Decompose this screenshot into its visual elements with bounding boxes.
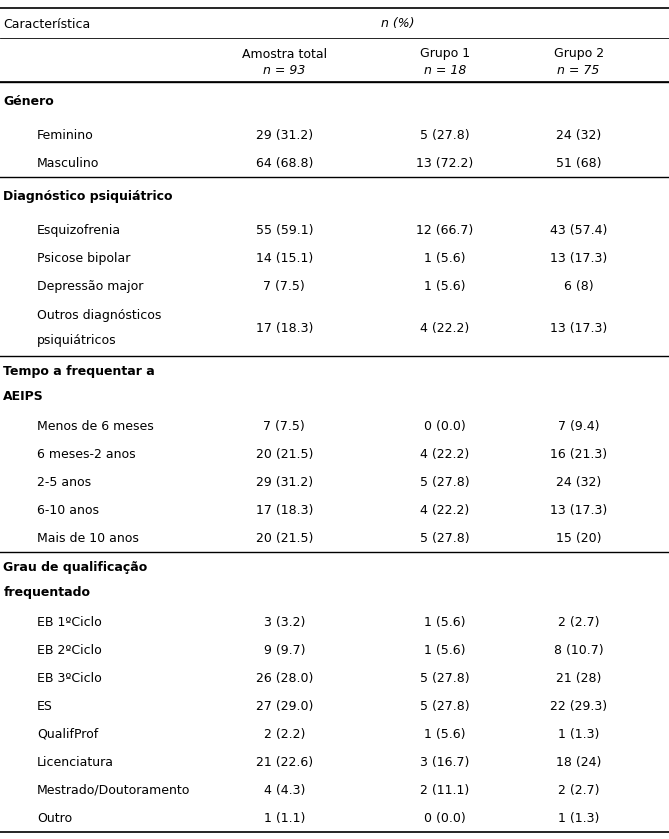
Text: Amostra total: Amostra total: [242, 48, 327, 60]
Text: 4 (22.2): 4 (22.2): [420, 322, 470, 335]
Text: 2 (11.1): 2 (11.1): [420, 784, 470, 796]
Text: 1 (1.1): 1 (1.1): [264, 811, 305, 825]
Text: Feminino: Feminino: [37, 128, 94, 142]
Text: Outros diagnósticos: Outros diagnósticos: [37, 310, 161, 322]
Text: n = 93: n = 93: [263, 64, 306, 76]
Text: 20 (21.5): 20 (21.5): [256, 448, 313, 461]
Text: 1 (5.6): 1 (5.6): [424, 616, 466, 628]
Text: Outro: Outro: [37, 811, 72, 825]
Text: 55 (59.1): 55 (59.1): [256, 224, 313, 237]
Text: Depressão major: Depressão major: [37, 279, 143, 293]
Text: 8 (10.7): 8 (10.7): [554, 644, 603, 657]
Text: 1 (1.3): 1 (1.3): [558, 811, 599, 825]
Text: Esquizofrenia: Esquizofrenia: [37, 224, 121, 237]
Text: EB 2ºCiclo: EB 2ºCiclo: [37, 644, 102, 657]
Text: 64 (68.8): 64 (68.8): [256, 157, 313, 169]
Text: Menos de 6 meses: Menos de 6 meses: [37, 420, 154, 433]
Text: 51 (68): 51 (68): [556, 157, 601, 169]
Text: 3 (16.7): 3 (16.7): [420, 756, 470, 769]
Text: 18 (24): 18 (24): [556, 756, 601, 769]
Text: 27 (29.0): 27 (29.0): [256, 700, 313, 712]
Text: 21 (22.6): 21 (22.6): [256, 756, 313, 769]
Text: 1 (5.6): 1 (5.6): [424, 279, 466, 293]
Text: Tempo a frequentar a: Tempo a frequentar a: [3, 366, 155, 378]
Text: EB 1ºCiclo: EB 1ºCiclo: [37, 616, 102, 628]
Text: 7 (7.5): 7 (7.5): [264, 420, 305, 433]
Text: 6-10 anos: 6-10 anos: [37, 503, 99, 517]
Text: 26 (28.0): 26 (28.0): [256, 671, 313, 685]
Text: 2-5 anos: 2-5 anos: [37, 476, 91, 488]
Text: 29 (31.2): 29 (31.2): [256, 476, 313, 488]
Text: 43 (57.4): 43 (57.4): [550, 224, 607, 237]
Text: 4 (22.2): 4 (22.2): [420, 503, 470, 517]
Text: 17 (18.3): 17 (18.3): [256, 322, 313, 335]
Text: 13 (17.3): 13 (17.3): [550, 252, 607, 265]
Text: 20 (21.5): 20 (21.5): [256, 532, 313, 545]
Text: Mais de 10 anos: Mais de 10 anos: [37, 532, 138, 545]
Text: 24 (32): 24 (32): [556, 476, 601, 488]
Text: 7 (7.5): 7 (7.5): [264, 279, 305, 293]
Text: 15 (20): 15 (20): [556, 532, 601, 545]
Text: 4 (4.3): 4 (4.3): [264, 784, 305, 796]
Text: 5 (27.8): 5 (27.8): [420, 671, 470, 685]
Text: 13 (17.3): 13 (17.3): [550, 503, 607, 517]
Text: n (%): n (%): [381, 18, 415, 30]
Text: Género: Género: [3, 95, 54, 108]
Text: 2 (2.2): 2 (2.2): [264, 727, 305, 741]
Text: Psicose bipolar: Psicose bipolar: [37, 252, 130, 265]
Text: 1 (5.6): 1 (5.6): [424, 727, 466, 741]
Text: psiquiátricos: psiquiátricos: [37, 334, 116, 347]
Text: 24 (32): 24 (32): [556, 128, 601, 142]
Text: 5 (27.8): 5 (27.8): [420, 128, 470, 142]
Text: 14 (15.1): 14 (15.1): [256, 252, 313, 265]
Text: Grau de qualificação: Grau de qualificação: [3, 561, 148, 575]
Text: QualifProf: QualifProf: [37, 727, 98, 741]
Text: AEIPS: AEIPS: [3, 390, 44, 403]
Text: 1 (5.6): 1 (5.6): [424, 252, 466, 265]
Text: n = 18: n = 18: [423, 64, 466, 76]
Text: Característica: Característica: [3, 18, 90, 30]
Text: 6 meses-2 anos: 6 meses-2 anos: [37, 448, 135, 461]
Text: Mestrado/Doutoramento: Mestrado/Doutoramento: [37, 784, 190, 796]
Text: 22 (29.3): 22 (29.3): [550, 700, 607, 712]
Text: EB 3ºCiclo: EB 3ºCiclo: [37, 671, 102, 685]
Text: 7 (9.4): 7 (9.4): [558, 420, 599, 433]
Text: 1 (5.6): 1 (5.6): [424, 644, 466, 657]
Text: 29 (31.2): 29 (31.2): [256, 128, 313, 142]
Text: Grupo 1: Grupo 1: [420, 48, 470, 60]
Text: 4 (22.2): 4 (22.2): [420, 448, 470, 461]
Text: 5 (27.8): 5 (27.8): [420, 476, 470, 488]
Text: 13 (72.2): 13 (72.2): [416, 157, 474, 169]
Text: Grupo 2: Grupo 2: [554, 48, 603, 60]
Text: 2 (2.7): 2 (2.7): [558, 616, 599, 628]
Text: Diagnóstico psiquiátrico: Diagnóstico psiquiátrico: [3, 190, 173, 203]
Text: 2 (2.7): 2 (2.7): [558, 784, 599, 796]
Text: 0 (0.0): 0 (0.0): [424, 420, 466, 433]
Text: 16 (21.3): 16 (21.3): [550, 448, 607, 461]
Text: ES: ES: [37, 700, 53, 712]
Text: 9 (9.7): 9 (9.7): [264, 644, 305, 657]
Text: 21 (28): 21 (28): [556, 671, 601, 685]
Text: 3 (3.2): 3 (3.2): [264, 616, 305, 628]
Text: 1 (1.3): 1 (1.3): [558, 727, 599, 741]
Text: Masculino: Masculino: [37, 157, 99, 169]
Text: 5 (27.8): 5 (27.8): [420, 532, 470, 545]
Text: 5 (27.8): 5 (27.8): [420, 700, 470, 712]
Text: Licenciatura: Licenciatura: [37, 756, 114, 769]
Text: n = 75: n = 75: [557, 64, 600, 76]
Text: 6 (8): 6 (8): [564, 279, 593, 293]
Text: 17 (18.3): 17 (18.3): [256, 503, 313, 517]
Text: 0 (0.0): 0 (0.0): [424, 811, 466, 825]
Text: 12 (66.7): 12 (66.7): [416, 224, 474, 237]
Text: 13 (17.3): 13 (17.3): [550, 322, 607, 335]
Text: frequentado: frequentado: [3, 586, 90, 599]
